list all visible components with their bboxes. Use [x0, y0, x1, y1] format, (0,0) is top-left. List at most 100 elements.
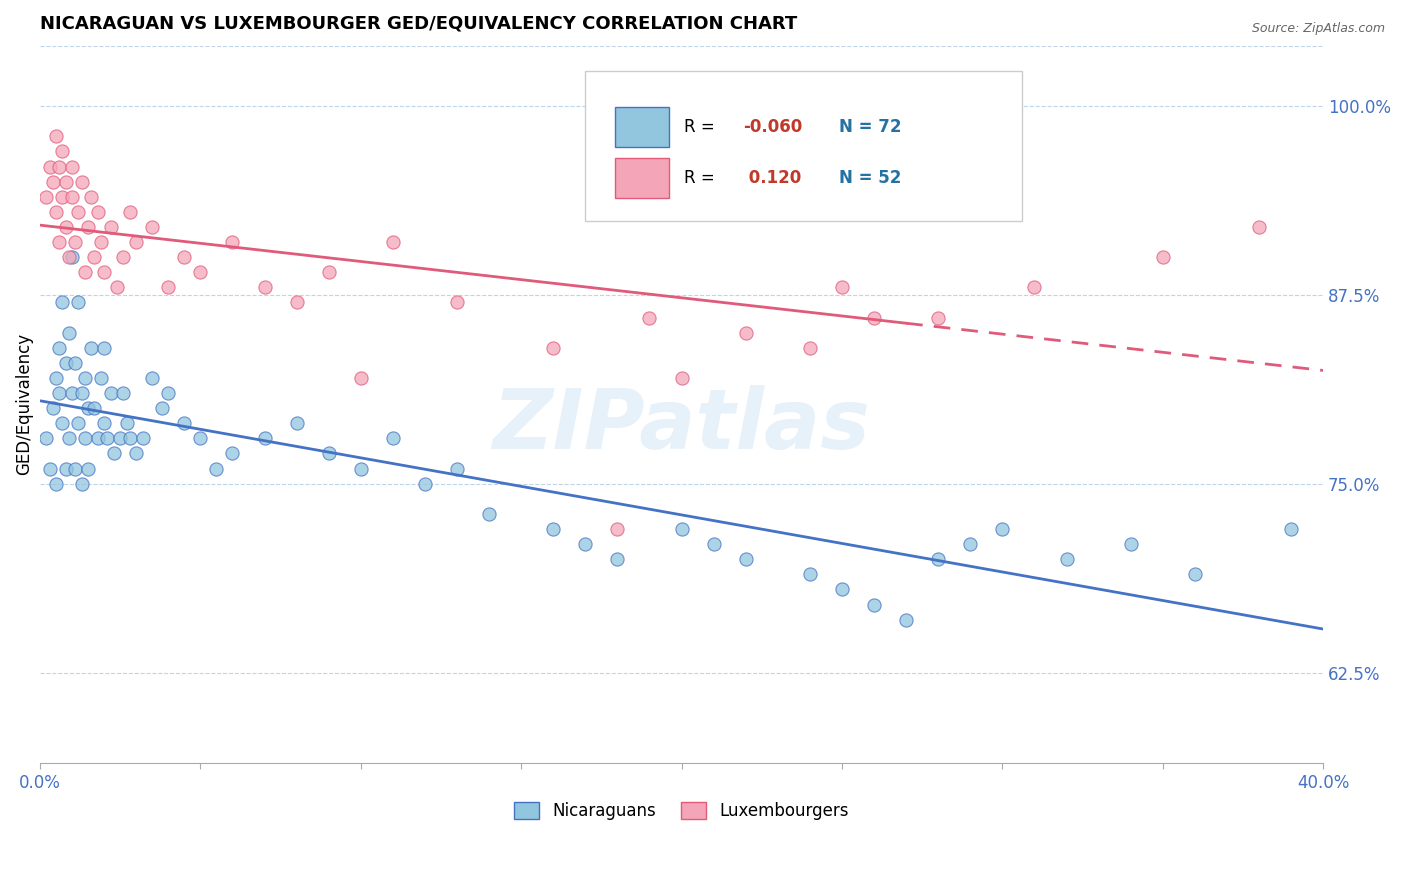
Point — [80, 190, 103, 204]
Y-axis label: GED/Equivalency: GED/Equivalency — [15, 334, 32, 475]
Point — [51, 145, 73, 159]
Point — [1056, 552, 1078, 566]
Point — [35, 190, 58, 204]
Text: ZIPatlas: ZIPatlas — [492, 385, 870, 467]
Point — [58, 326, 80, 340]
Point — [80, 341, 103, 355]
Point — [606, 522, 628, 536]
Point — [112, 386, 135, 401]
Point — [93, 341, 115, 355]
Point — [90, 371, 112, 385]
Point — [131, 431, 153, 445]
Point — [93, 417, 115, 431]
Point — [1247, 219, 1270, 234]
Point — [446, 461, 468, 475]
Point — [48, 386, 70, 401]
Point — [991, 522, 1014, 536]
Point — [221, 235, 243, 249]
Point — [58, 431, 80, 445]
Point — [96, 431, 118, 445]
Point — [73, 431, 96, 445]
Point — [188, 431, 211, 445]
Point — [65, 235, 87, 249]
Point — [799, 567, 821, 582]
Point — [73, 371, 96, 385]
Point — [100, 219, 122, 234]
Point — [671, 522, 693, 536]
Point — [831, 280, 853, 294]
Point — [894, 613, 917, 627]
Point — [65, 461, 87, 475]
Point — [141, 219, 163, 234]
Point — [831, 582, 853, 597]
Point — [959, 537, 981, 551]
Point — [1184, 567, 1206, 582]
Point — [863, 310, 886, 325]
Point — [541, 522, 564, 536]
Point — [703, 537, 725, 551]
Point — [77, 461, 100, 475]
Point — [42, 175, 65, 189]
Point — [734, 326, 756, 340]
Point — [606, 552, 628, 566]
Point — [73, 265, 96, 279]
Point — [253, 280, 276, 294]
Point — [638, 310, 661, 325]
Point — [65, 356, 87, 370]
Point — [58, 250, 80, 264]
Point — [51, 417, 73, 431]
Point — [55, 461, 77, 475]
Point — [150, 401, 173, 416]
Point — [86, 431, 108, 445]
Point — [318, 446, 340, 460]
Point — [115, 417, 138, 431]
Point — [90, 235, 112, 249]
Point — [253, 431, 276, 445]
Point — [48, 235, 70, 249]
Legend: Nicaraguans, Luxembourgers: Nicaraguans, Luxembourgers — [508, 795, 856, 827]
Point — [67, 204, 90, 219]
FancyBboxPatch shape — [614, 107, 669, 147]
Point — [413, 476, 436, 491]
Point — [51, 190, 73, 204]
Point — [478, 507, 501, 521]
Point — [157, 280, 180, 294]
Point — [48, 341, 70, 355]
Point — [35, 431, 58, 445]
Point — [83, 401, 105, 416]
Point — [55, 175, 77, 189]
Point — [105, 280, 128, 294]
Text: 0.120: 0.120 — [744, 169, 801, 187]
Point — [381, 431, 404, 445]
Point — [83, 250, 105, 264]
Point — [141, 371, 163, 385]
Text: NICARAGUAN VS LUXEMBOURGER GED/EQUIVALENCY CORRELATION CHART: NICARAGUAN VS LUXEMBOURGER GED/EQUIVALEN… — [39, 15, 797, 33]
Point — [42, 401, 65, 416]
Point — [60, 250, 83, 264]
Point — [118, 431, 141, 445]
Point — [350, 461, 373, 475]
Point — [157, 386, 180, 401]
Point — [671, 371, 693, 385]
Point — [45, 129, 67, 144]
Point — [285, 295, 308, 310]
Point — [799, 341, 821, 355]
Point — [60, 160, 83, 174]
Text: -0.060: -0.060 — [744, 118, 803, 136]
Point — [173, 417, 195, 431]
Point — [173, 250, 195, 264]
Point — [1119, 537, 1142, 551]
Point — [1152, 250, 1174, 264]
Point — [93, 265, 115, 279]
Point — [86, 204, 108, 219]
Text: R =: R = — [685, 118, 720, 136]
FancyBboxPatch shape — [614, 158, 669, 199]
Point — [188, 265, 211, 279]
Point — [100, 386, 122, 401]
Point — [60, 190, 83, 204]
Point — [51, 295, 73, 310]
Point — [118, 204, 141, 219]
Text: N = 72: N = 72 — [839, 118, 901, 136]
Point — [285, 417, 308, 431]
Point — [108, 431, 131, 445]
